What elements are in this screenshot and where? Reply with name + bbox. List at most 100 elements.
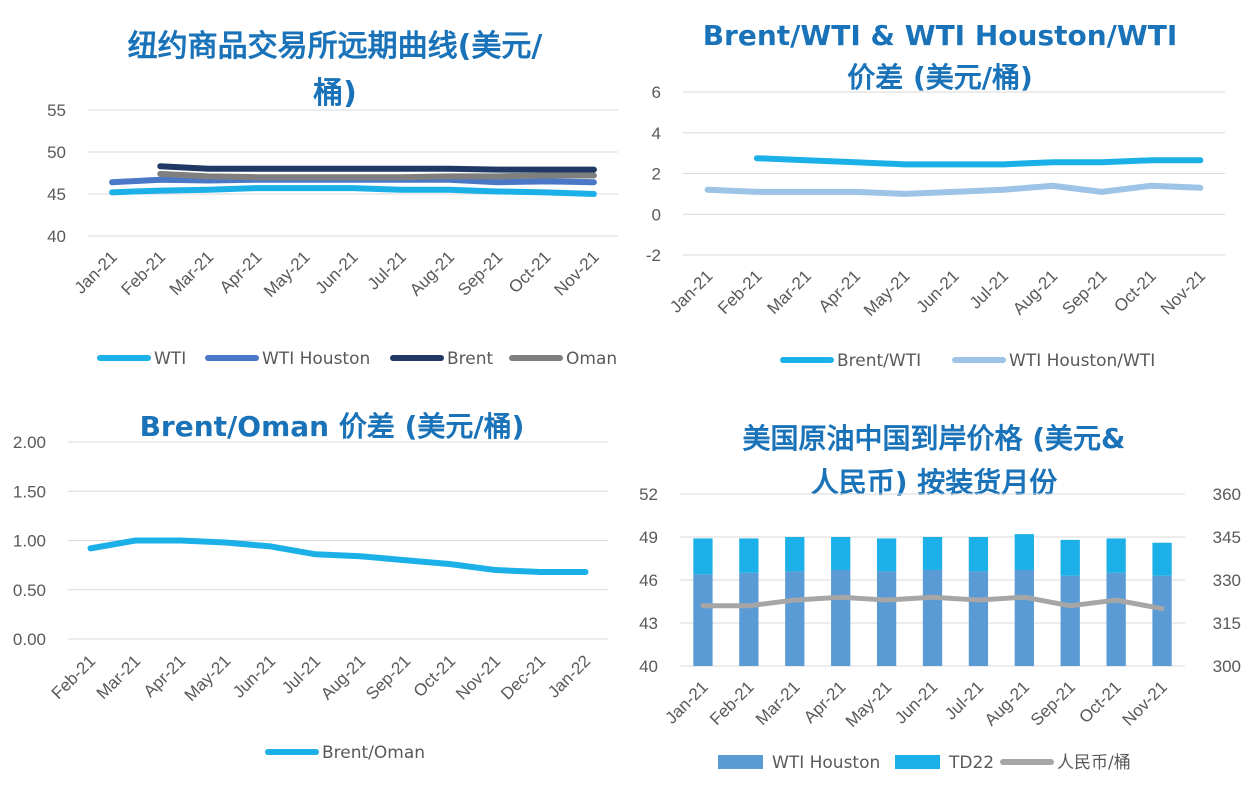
y2-tick-label: 345 — [1213, 528, 1241, 547]
x-tick-label: Jun-21 — [229, 651, 279, 701]
x-tick-label: May-21 — [260, 247, 314, 301]
x-tick-label: Mar-21 — [166, 247, 218, 299]
legend-label: WTI Houston — [772, 753, 880, 773]
bar-td22 — [693, 538, 713, 575]
x-tick-label: Sep-21 — [362, 651, 414, 703]
x-tick-label: May-21 — [842, 677, 896, 731]
bar-wti-houston — [1014, 569, 1034, 666]
bar-td22 — [785, 537, 805, 572]
x-tick-label: Nov-21 — [452, 651, 504, 703]
y-tick-label: -2 — [646, 246, 661, 265]
y-tick-label: 52 — [639, 485, 658, 504]
x-tick-label: Sep-21 — [1058, 266, 1110, 318]
bar-wti-houston — [968, 571, 989, 666]
x-tick-label: Jul-21 — [966, 266, 1012, 312]
chart-title: 美国原油中国到岸价格 (美元& — [743, 422, 1126, 455]
x-tick-label: May-21 — [181, 651, 235, 705]
x-tick-label: Nov-21 — [1157, 266, 1209, 318]
chart-title: Brent/WTI & WTI Houston/WTI — [703, 19, 1178, 52]
legend-label: Brent/WTI — [837, 351, 921, 371]
y-tick-label: 45 — [47, 185, 66, 204]
x-tick-label: Jan-21 — [662, 677, 712, 727]
bar-wti-houston — [876, 571, 897, 666]
x-tick-label: Oct-21 — [505, 247, 555, 297]
y-tick-label: 6 — [652, 83, 661, 102]
bar-wti-houston — [693, 574, 713, 666]
x-tick-label: Nov-21 — [1119, 677, 1171, 729]
bar-td22 — [922, 537, 943, 570]
bar-td22 — [831, 537, 851, 570]
x-tick-label: Sep-21 — [1027, 677, 1079, 729]
x-tick-label: Mar-21 — [93, 651, 145, 703]
chart-title: Brent/Oman 价差 (美元/桶) — [140, 410, 525, 443]
bar-wti-houston — [1106, 572, 1126, 666]
bar-wti-houston — [739, 572, 759, 666]
y2-tick-label: 330 — [1213, 571, 1241, 590]
y-tick-label: 49 — [639, 528, 658, 547]
x-tick-label: Jun-21 — [312, 247, 362, 297]
y2-tick-label: 300 — [1213, 657, 1241, 676]
bar-wti-houston — [1060, 575, 1080, 666]
y-tick-label: 1.50 — [13, 482, 46, 501]
series-line-2 — [704, 182, 1204, 197]
bar-wti-houston — [922, 569, 943, 666]
x-tick-label: Jun-21 — [913, 266, 963, 316]
x-tick-label: Aug-21 — [317, 651, 369, 703]
y-tick-label: 55 — [47, 101, 66, 120]
bar-td22 — [1014, 534, 1034, 570]
y-tick-label: 46 — [639, 571, 658, 590]
x-tick-label: Oct-21 — [1075, 677, 1125, 727]
x-tick-label: Jun-21 — [891, 677, 941, 727]
legend-label: TD22 — [948, 753, 994, 773]
chart-panel-4: 美国原油中国到岸价格 (美元&人民币) 按装货月份404346495230031… — [639, 422, 1241, 773]
legend-label: WTI Houston/WTI — [1009, 351, 1155, 371]
bar-wti-houston — [785, 571, 805, 666]
y-tick-label: 40 — [47, 227, 66, 246]
x-tick-label: Jan-21 — [666, 266, 716, 316]
x-tick-label: Aug-21 — [981, 677, 1033, 729]
x-tick-label: Mar-21 — [752, 677, 804, 729]
bar-wti-houston — [831, 569, 851, 666]
y-tick-label: 4 — [652, 124, 661, 143]
y-tick-label: 2 — [652, 165, 661, 184]
x-tick-label: Dec-21 — [497, 651, 549, 703]
legend-label: Brent — [447, 349, 494, 369]
x-tick-label: Apr-21 — [815, 266, 865, 316]
x-tick-label: Nov-21 — [551, 247, 603, 299]
chart-panel-3: Brent/Oman 价差 (美元/桶) 0.00 0.50 1.00 1.50 2.00… — [13, 410, 608, 763]
x-tick-label: Feb-21 — [118, 247, 170, 299]
y-tick-label: 50 — [47, 143, 66, 162]
series-line-4 — [157, 170, 597, 181]
series-line-1 — [753, 155, 1204, 168]
x-tick-label: Feb-21 — [706, 677, 758, 729]
chart-title: 纽约商品交易所远期曲线(美元/ — [128, 29, 543, 64]
x-tick-label: Feb-21 — [48, 651, 100, 703]
bar-td22 — [739, 538, 759, 573]
x-tick-label: Apr-21 — [800, 677, 850, 727]
x-tick-label: Mar-21 — [763, 266, 815, 318]
y-tick-label: 0.50 — [13, 581, 46, 600]
y-tick-label: 43 — [639, 614, 658, 633]
chart-title: 价差 (美元/桶) — [847, 61, 1033, 94]
x-tick-label: Sep-21 — [454, 247, 506, 299]
y-tick-label: 0.00 — [13, 630, 46, 649]
y-tick-label: 2.00 — [13, 433, 46, 452]
x-tick-label: Oct-21 — [1110, 266, 1160, 316]
x-tick-label: Apr-21 — [216, 247, 266, 297]
bar-td22 — [968, 537, 989, 572]
series-line-1 — [87, 537, 589, 576]
x-tick-label: Oct-21 — [410, 651, 460, 701]
y-tick-label: 40 — [639, 657, 658, 676]
bar-td22 — [1152, 542, 1172, 576]
bar-td22 — [876, 538, 897, 572]
x-tick-label: Feb-21 — [714, 266, 766, 318]
series-line-3 — [157, 163, 597, 173]
x-tick-label: Jan-21 — [71, 247, 121, 297]
legend-label: Oman — [566, 349, 617, 369]
chart-title: 桶) — [313, 76, 357, 111]
bar-td22 — [1060, 539, 1080, 576]
x-tick-label: May-21 — [860, 266, 914, 320]
x-tick-label: Jul-21 — [364, 247, 410, 293]
y2-tick-label: 360 — [1213, 485, 1241, 504]
